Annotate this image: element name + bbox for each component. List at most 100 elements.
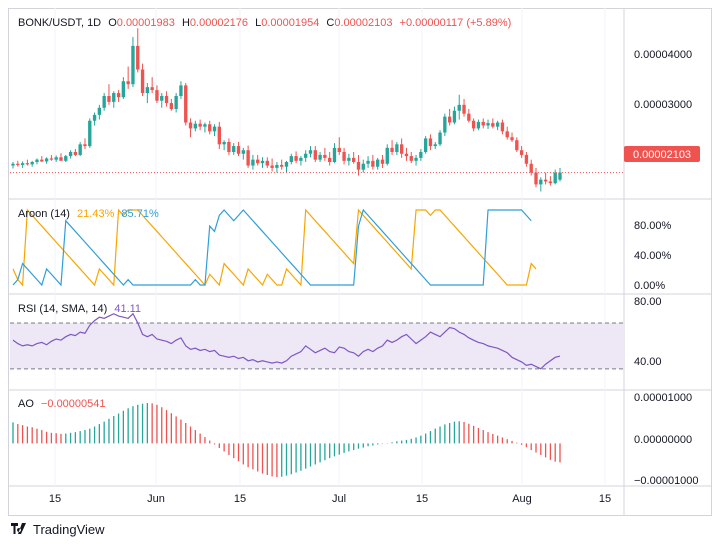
candle-body xyxy=(164,96,169,104)
candle-body xyxy=(395,144,399,152)
candle-body xyxy=(419,151,423,158)
candle-body xyxy=(112,93,116,102)
close-value: 0.00002103 xyxy=(334,17,393,29)
candle-body xyxy=(380,159,385,164)
candle-body xyxy=(534,172,538,185)
candle-body xyxy=(299,157,303,161)
candle-body xyxy=(265,160,269,166)
candle-body xyxy=(347,157,351,161)
candle-body xyxy=(35,159,39,162)
last-price-badge xyxy=(624,146,700,162)
aroon-down-line xyxy=(12,208,532,287)
candle-body xyxy=(356,162,361,170)
candle-body xyxy=(481,121,485,126)
candle-body xyxy=(107,96,111,102)
candle-body xyxy=(102,96,106,108)
candle-body xyxy=(160,96,164,101)
symbol-label[interactable]: BONK/USDT, 1D xyxy=(18,17,102,29)
candle-body xyxy=(208,124,212,132)
main-legend: BONK/USDT, 1D O0.00001983 H0.00002176 L0… xyxy=(18,17,515,29)
candle-body xyxy=(539,179,543,185)
candle-body xyxy=(491,123,495,127)
candle-body xyxy=(409,156,413,161)
candle-body xyxy=(462,104,466,114)
candle-body xyxy=(361,163,365,170)
candle-body xyxy=(25,163,30,165)
aroon-tick-label: 0.00% xyxy=(634,280,665,292)
candle-body xyxy=(30,162,34,165)
candle-body xyxy=(337,147,341,152)
candle-body xyxy=(246,150,250,166)
candle-body xyxy=(433,144,437,147)
candle-body xyxy=(476,121,481,129)
aroon-tick-label: 80.00% xyxy=(634,220,672,232)
candle-body xyxy=(188,122,193,129)
aroon-layer xyxy=(12,208,537,287)
time-tick-label: 15 xyxy=(416,493,428,505)
candle-body xyxy=(515,140,519,151)
time-tick-label: 15 xyxy=(49,493,61,505)
candle-body xyxy=(294,156,298,161)
candle-body xyxy=(116,93,121,98)
candle-body xyxy=(59,157,63,161)
candle-body xyxy=(169,103,174,109)
ao-value: −0.00000541 xyxy=(40,398,106,410)
candle-body xyxy=(375,159,380,167)
chart-frame xyxy=(8,8,712,516)
rsi-layer xyxy=(12,312,561,370)
tradingview-brand[interactable]: TradingView xyxy=(10,522,105,537)
time-tick-label: 15 xyxy=(599,493,611,505)
candle-body xyxy=(203,124,207,127)
candle-body xyxy=(443,116,447,133)
low-label: L xyxy=(255,17,262,29)
candle-body xyxy=(217,126,222,145)
last-price-badge-text: 0.00002103 xyxy=(633,149,691,161)
candle-body xyxy=(289,156,293,162)
tradingview-logo-icon xyxy=(11,522,26,534)
candle-body xyxy=(49,158,54,160)
candle-body xyxy=(20,163,25,165)
candle-body xyxy=(510,137,514,141)
time-tick-label: 15 xyxy=(234,493,246,505)
aroon-legend: Aroon (14) 21.43% 85.71% xyxy=(18,208,163,220)
candle-body xyxy=(304,153,308,158)
candle-body xyxy=(505,131,509,138)
candle-body xyxy=(447,116,452,123)
rsi-value: 41.11 xyxy=(114,303,142,315)
candle-body xyxy=(212,126,217,132)
candle-body xyxy=(126,81,130,85)
candle-body xyxy=(366,160,370,164)
open-label: O xyxy=(108,17,117,29)
ao-label[interactable]: AO xyxy=(18,398,34,410)
candle-body xyxy=(184,85,188,123)
candle-body xyxy=(308,150,313,154)
ao-tick-label: −0.00001000 xyxy=(634,475,699,487)
aroon-label[interactable]: Aroon (14) xyxy=(18,208,70,220)
candle-body xyxy=(284,162,289,167)
candle-body xyxy=(275,164,279,168)
candle-body xyxy=(232,146,236,152)
candles-layer xyxy=(11,28,562,192)
candle-body xyxy=(68,151,73,157)
candle-body xyxy=(529,163,533,173)
candle-body xyxy=(500,122,505,132)
time-tick-label: Aug xyxy=(512,493,532,505)
ao-tick-label: 0.00000000 xyxy=(634,434,692,446)
candle-body xyxy=(495,122,500,127)
candle-body xyxy=(83,144,87,147)
candle-body xyxy=(44,158,49,162)
candle-body xyxy=(222,141,226,145)
candle-body xyxy=(193,123,198,129)
time-tick-label: Jul xyxy=(332,493,346,505)
candle-body xyxy=(428,138,433,147)
candle-body xyxy=(11,163,15,166)
aroon-tick-label: 40.00% xyxy=(634,250,672,262)
close-label: C xyxy=(326,17,335,29)
candle-body xyxy=(558,172,562,180)
candle-body xyxy=(486,123,490,126)
rsi-label[interactable]: RSI (14, SMA, 14) xyxy=(18,303,108,315)
brand-name: TradingView xyxy=(33,522,105,537)
candle-body xyxy=(399,144,404,154)
